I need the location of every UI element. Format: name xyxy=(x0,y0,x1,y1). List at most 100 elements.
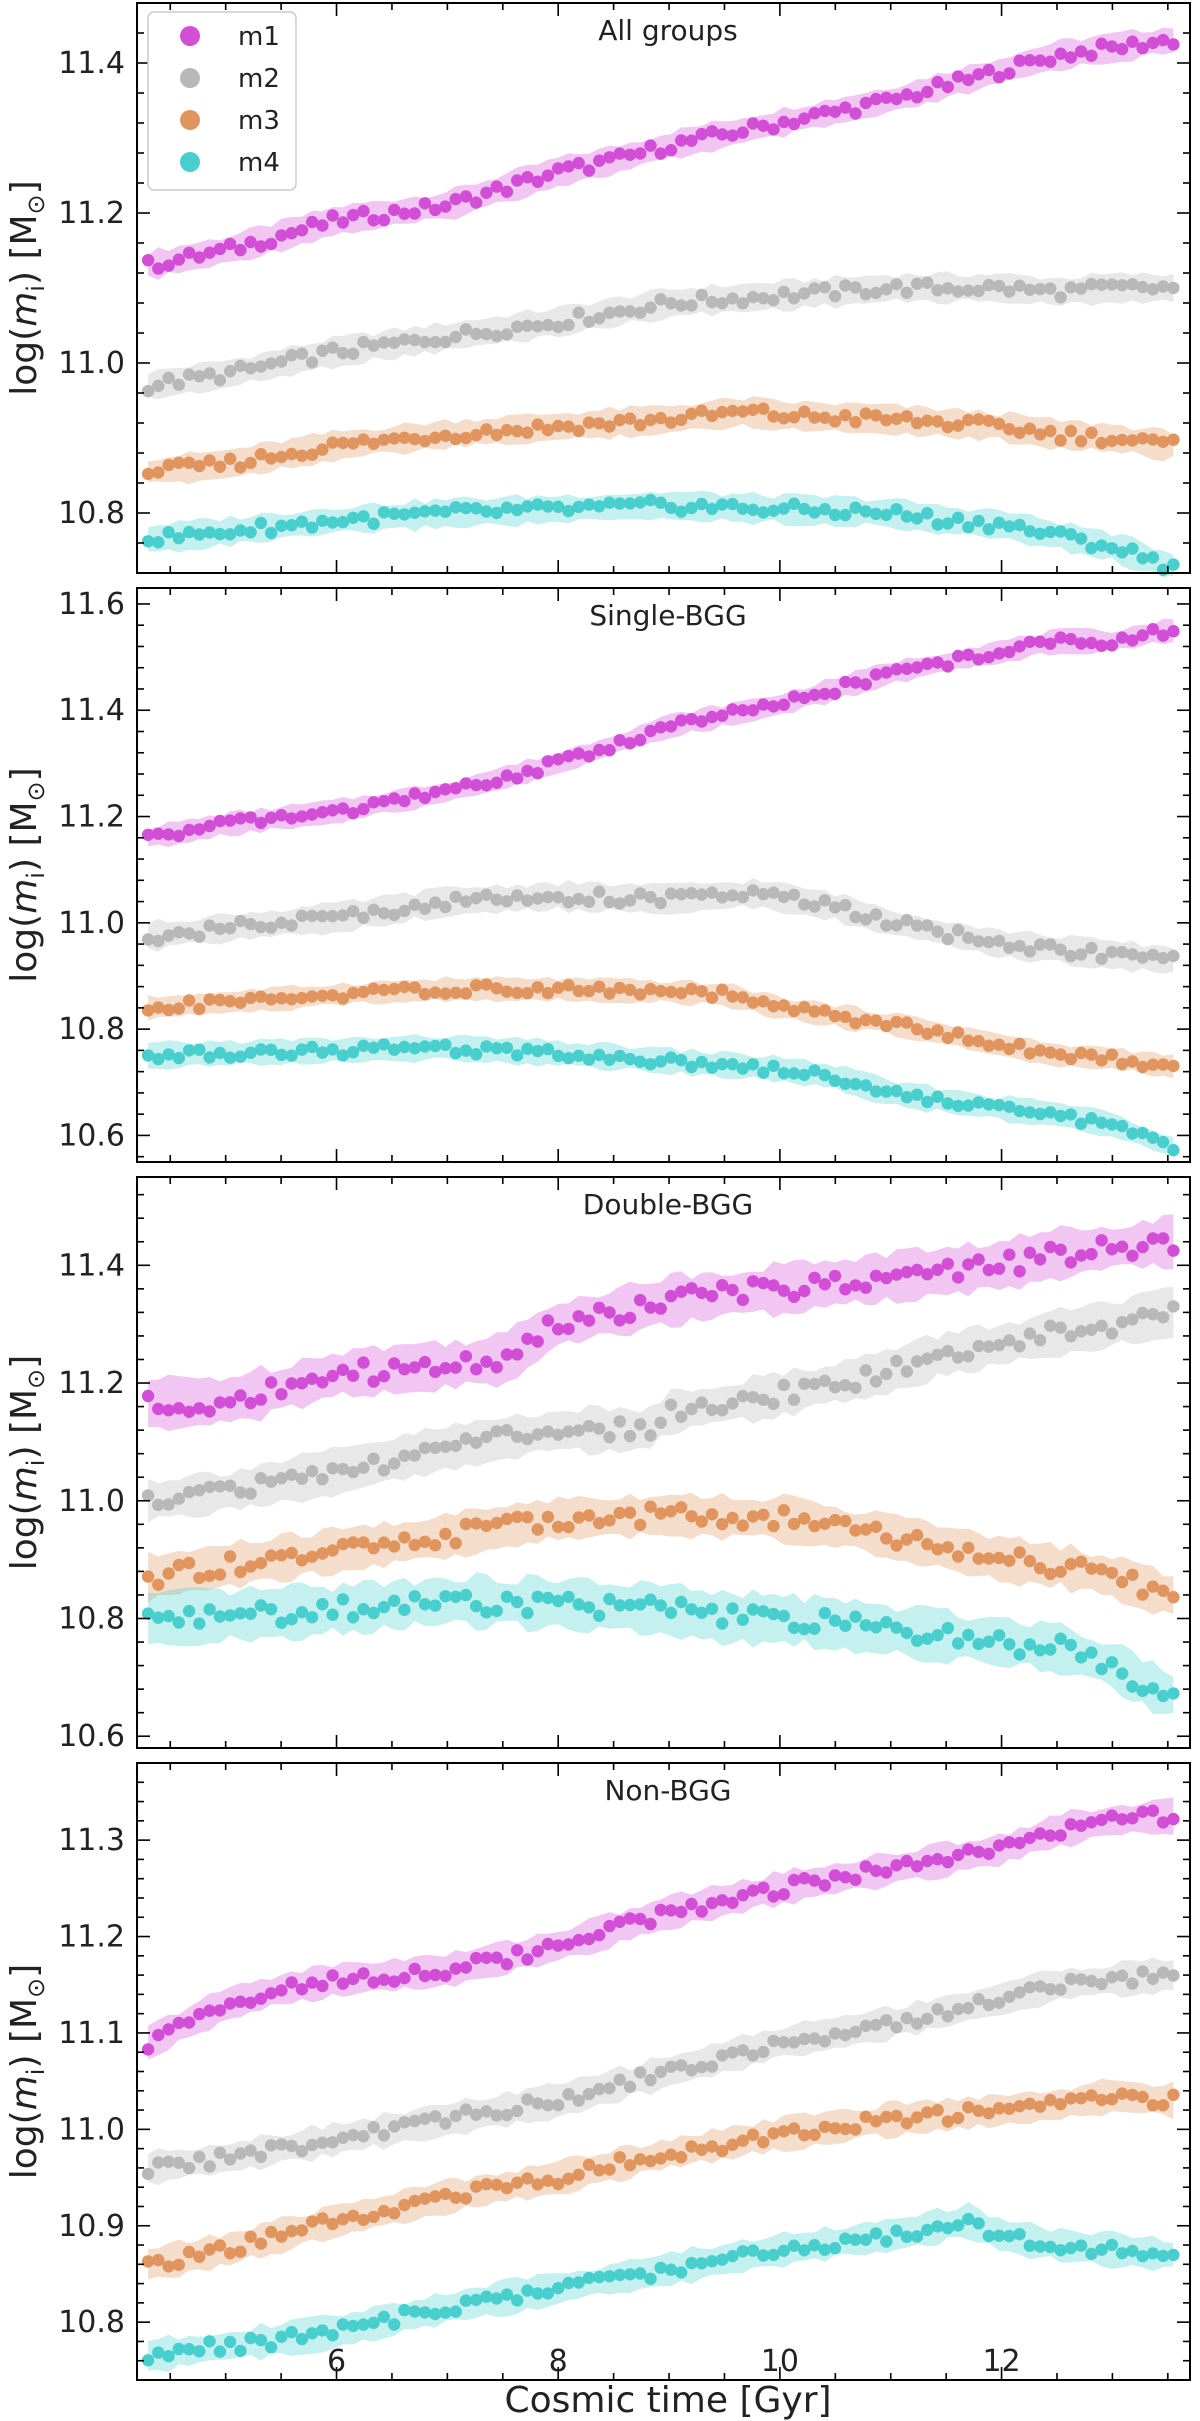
data-point-m1 xyxy=(777,1284,790,1297)
data-point-m3 xyxy=(1126,2088,1139,2102)
data-point-m3 xyxy=(695,2143,708,2156)
data-point-m2 xyxy=(818,894,831,907)
data-point-m4 xyxy=(244,1607,257,1620)
data-point-m3 xyxy=(552,2177,565,2191)
data-point-m2 xyxy=(982,935,995,949)
data-point-m4 xyxy=(357,2318,370,2331)
data-point-m3 xyxy=(223,2247,237,2260)
data-point-m4 xyxy=(459,1044,473,1057)
data-point-m2 xyxy=(1054,291,1067,304)
data-point-m3 xyxy=(705,1508,719,1521)
data-point-m1 xyxy=(1136,629,1149,642)
data-point-m3 xyxy=(1146,2099,1160,2112)
error-band-m3 xyxy=(148,976,1174,1079)
data-point-m4 xyxy=(357,1603,370,1616)
data-point-m1 xyxy=(951,649,965,663)
data-point-m3 xyxy=(767,1519,780,1533)
data-point-m2 xyxy=(162,929,175,942)
data-point-m4 xyxy=(459,2294,473,2307)
y-tick-label: 11.2 xyxy=(58,800,125,835)
data-point-m3 xyxy=(644,2154,657,2168)
data-point-m2 xyxy=(367,903,380,916)
data-point-m4 xyxy=(1126,542,1139,555)
data-point-m2 xyxy=(675,1410,688,1423)
data-point-m2 xyxy=(552,320,565,334)
data-point-m3 xyxy=(264,993,278,1006)
data-point-m4 xyxy=(152,1611,165,1624)
data-point-m3 xyxy=(1064,1052,1078,1066)
data-point-m3 xyxy=(746,403,760,416)
data-point-m4 xyxy=(439,2306,452,2319)
data-point-m3 xyxy=(439,2187,452,2201)
data-point-m3 xyxy=(685,982,698,996)
data-point-m3 xyxy=(603,987,616,1000)
data-point-m2 xyxy=(336,909,350,922)
data-point-m1 xyxy=(305,1976,319,1989)
data-point-m2 xyxy=(1023,1327,1036,1340)
data-point-m4 xyxy=(757,1605,770,1618)
data-point-m4 xyxy=(1167,2248,1180,2262)
data-point-m1 xyxy=(480,1951,493,1965)
data-point-m2 xyxy=(675,299,688,312)
data-point-m2 xyxy=(234,1486,247,1499)
data-point-m1 xyxy=(931,75,944,89)
data-point-m1 xyxy=(500,1958,514,1971)
data-point-m3 xyxy=(275,1549,288,1562)
data-point-m1 xyxy=(285,1976,298,1989)
data-point-m4 xyxy=(377,1600,391,1614)
data-point-m4 xyxy=(572,1598,585,1611)
data-point-m4 xyxy=(1054,1632,1067,1645)
data-point-m1 xyxy=(223,1396,237,1409)
data-point-m2 xyxy=(1095,1319,1108,1333)
data-point-m2 xyxy=(346,2128,360,2142)
data-point-m4 xyxy=(880,1616,893,1629)
data-point-m4 xyxy=(644,1058,657,1071)
data-point-m3 xyxy=(193,2250,206,2263)
data-point-m3 xyxy=(1167,433,1180,446)
data-point-m4 xyxy=(746,503,760,516)
data-point-m1 xyxy=(941,1257,954,1271)
data-point-m3 xyxy=(429,2190,442,2203)
data-point-m3 xyxy=(593,980,606,993)
data-point-m1 xyxy=(244,235,257,249)
data-point-m4 xyxy=(1074,2239,1088,2252)
data-point-m2 xyxy=(500,895,514,908)
data-point-m1 xyxy=(1167,38,1180,51)
data-point-m1 xyxy=(675,134,688,147)
data-point-m1 xyxy=(449,192,462,206)
data-point-m1 xyxy=(305,215,319,229)
data-point-m1 xyxy=(439,1969,452,1983)
data-point-m4 xyxy=(552,500,565,513)
x-tick-label: 6 xyxy=(327,2344,346,2379)
data-point-m4 xyxy=(972,514,985,528)
error-band-m3 xyxy=(148,396,1174,485)
data-point-m2 xyxy=(244,2144,257,2157)
data-point-m3 xyxy=(634,419,647,432)
data-point-m2 xyxy=(828,1381,842,1394)
data-point-m1 xyxy=(213,2004,227,2017)
data-point-m2 xyxy=(572,1424,585,1437)
data-point-m2 xyxy=(254,920,268,934)
data-point-m2 xyxy=(726,2046,739,2059)
data-point-m2 xyxy=(798,898,811,911)
data-point-m2 xyxy=(736,297,749,310)
data-point-m2 xyxy=(203,919,216,932)
data-point-m1 xyxy=(1023,54,1036,67)
data-point-m3 xyxy=(388,2207,401,2220)
data-point-m1 xyxy=(213,814,227,828)
data-point-m2 xyxy=(705,295,719,309)
data-point-m3 xyxy=(254,1556,268,1570)
data-point-m1 xyxy=(531,1335,544,1348)
data-point-m1 xyxy=(357,1356,370,1369)
data-point-m2 xyxy=(1115,1969,1129,1982)
data-point-m2 xyxy=(757,1393,770,1407)
data-point-m3 xyxy=(162,1567,175,1580)
data-point-m1 xyxy=(992,1262,1006,1275)
data-point-m2 xyxy=(941,2010,954,2023)
data-point-m2 xyxy=(541,1425,555,1438)
data-point-m4 xyxy=(531,2287,544,2300)
data-point-m3 xyxy=(613,2151,626,2164)
data-point-m3 xyxy=(982,1039,995,1052)
data-point-m4 xyxy=(285,519,298,532)
data-point-m3 xyxy=(1156,2099,1170,2112)
